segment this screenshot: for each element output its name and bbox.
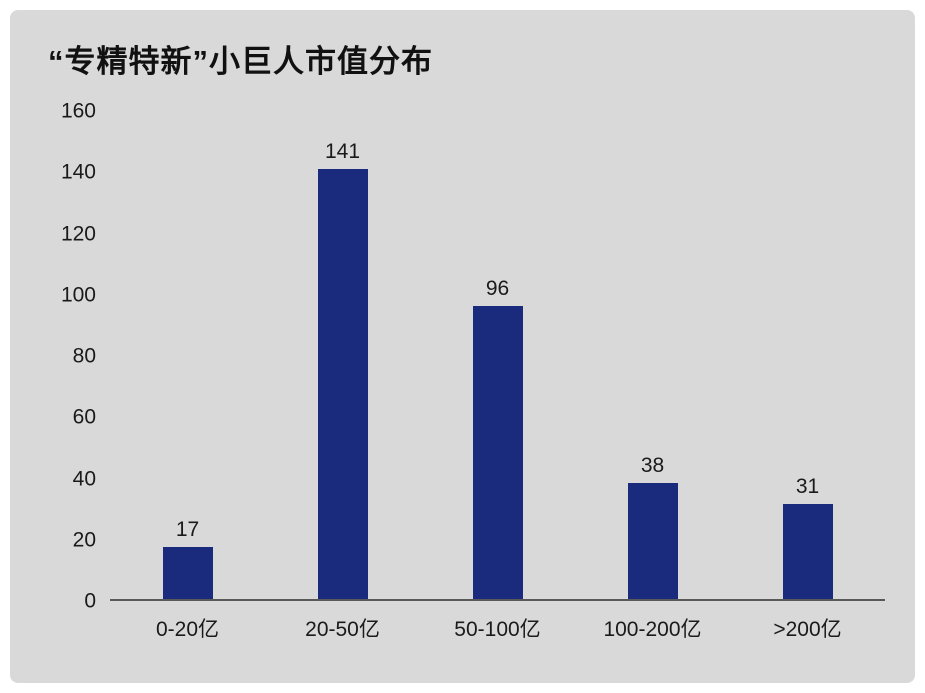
bar-value-label: 31 — [795, 475, 820, 499]
chart-title: “专精特新”小巨人市值分布 — [48, 44, 433, 79]
chart-panel: “专精特新”小巨人市值分布 0 20 40 60 80 100 120 140 160 17 14… — [10, 10, 915, 683]
y-tick-label: 160 — [60, 99, 96, 123]
bar — [627, 483, 678, 599]
bar-value-label: 17 — [175, 518, 200, 542]
bar — [317, 168, 368, 599]
x-axis-label: 50-100亿 — [454, 618, 541, 641]
bar-slot: 17 — [110, 111, 265, 599]
y-axis: 0 20 40 60 80 100 120 140 160 — [40, 101, 110, 612]
y-tick-label: 20 — [72, 528, 96, 552]
bar-value-label: 96 — [485, 277, 510, 301]
plot-area: 17 141 96 38 31 — [110, 111, 885, 601]
bar-slot: 38 — [575, 111, 730, 599]
bar — [782, 504, 833, 599]
bar-chart: 0 20 40 60 80 100 120 140 160 17 141 96 38 31 0-20亿 2… — [40, 101, 885, 643]
y-tick-label: 60 — [72, 405, 96, 429]
bar-slot: 31 — [730, 111, 885, 599]
bar-slot: 141 — [265, 111, 420, 599]
x-axis-label: 100-200亿 — [603, 618, 702, 641]
bar-slot: 96 — [420, 111, 575, 599]
x-axis-label: 20-50亿 — [305, 618, 380, 641]
bar — [162, 547, 213, 599]
y-tick-label: 140 — [60, 160, 96, 184]
y-tick-label: 100 — [60, 283, 96, 307]
bar — [472, 306, 523, 599]
x-axis-labels: 0-20亿 20-50亿 50-100亿 100-200亿 >200亿 — [110, 601, 885, 643]
y-tick-label: 0 — [84, 589, 96, 613]
bar-value-label: 38 — [640, 454, 665, 478]
y-tick-label: 120 — [60, 222, 96, 245]
x-axis-label: 0-20亿 — [155, 618, 220, 641]
bar-value-label: 141 — [324, 139, 361, 163]
y-tick-label: 80 — [72, 344, 96, 368]
y-tick-label: 40 — [72, 467, 96, 490]
x-axis-label: >200亿 — [773, 618, 842, 641]
